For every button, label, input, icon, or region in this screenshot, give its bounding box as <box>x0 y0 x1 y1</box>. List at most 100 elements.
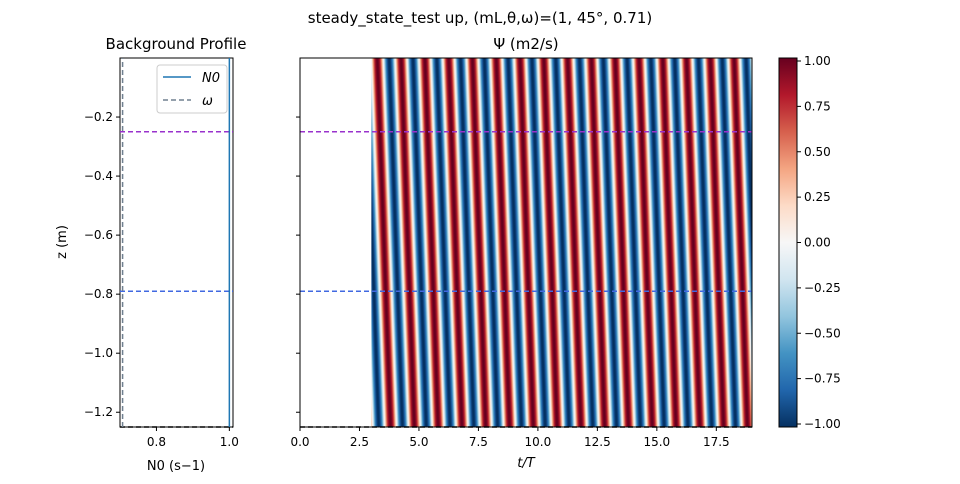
heatmap-band <box>746 58 752 205</box>
heatmap-band <box>758 58 772 427</box>
heatmap-yticks <box>296 116 300 413</box>
profile-ytick-label-3: −0.8 <box>84 287 113 301</box>
heatmap-pre-signal <box>300 58 372 427</box>
heatmap-band <box>765 58 779 427</box>
heatmap-band <box>754 58 768 427</box>
profile-xlabel: N0 (s−1) <box>147 459 205 474</box>
legend-label-n0: N0 <box>202 71 220 86</box>
profile-xtick-label-1: 1.0 <box>220 435 239 449</box>
heatmap-band <box>741 58 752 342</box>
heatmap-band <box>754 58 768 427</box>
heatmap-band <box>757 58 771 427</box>
heatmap-band <box>766 58 780 427</box>
heatmap-band <box>745 58 752 242</box>
figure-suptitle: steady_state_test up, (mL,θ,ω)=(1, 45°, … <box>308 9 652 28</box>
profile-ytick-label-5: −1.2 <box>84 405 113 419</box>
heatmap-band <box>755 58 769 427</box>
heatmap-band <box>753 58 767 427</box>
heatmap-band <box>748 58 752 168</box>
heatmap-xtick-label-2: 5.0 <box>409 435 428 449</box>
heatmap-band <box>763 58 777 427</box>
heatmap-band <box>745 58 752 232</box>
heatmap-band <box>753 58 767 427</box>
heatmap-band <box>760 58 774 427</box>
colorbar-ticks: 1.00 0.75 0.50 0.25 0.00 −0.25 −0.50 −0.75 −1.00 <box>797 54 841 431</box>
heatmap-xtick-label-5: 12.5 <box>584 435 611 449</box>
heatmap-band <box>751 58 752 77</box>
heatmap-xtick-label-7: 17.5 <box>703 435 730 449</box>
heatmap-band <box>762 58 776 427</box>
heatmap-band <box>762 58 776 427</box>
colorbar-tick-label-2: 0.50 <box>804 145 831 159</box>
heatmap-band <box>755 58 769 427</box>
heatmap-axes-frame <box>299 57 753 428</box>
heatmap-band <box>744 58 752 269</box>
heatmap-band <box>743 58 752 306</box>
heatmap-band <box>744 58 752 278</box>
heatmap-band <box>757 58 771 427</box>
heatmap-band <box>759 58 773 427</box>
heatmap-band <box>738 58 752 424</box>
heatmap-band <box>747 58 752 187</box>
heatmap-band <box>753 58 767 427</box>
heatmap-band <box>754 58 768 427</box>
heatmap-band <box>763 58 777 427</box>
profile-ytick-label-0: −0.2 <box>84 110 113 124</box>
heatmap-band <box>761 58 775 427</box>
heatmap-band <box>740 58 752 379</box>
heatmap-band <box>764 58 778 427</box>
colorbar-tick-label-4: 0.00 <box>804 236 831 250</box>
heatmap-band <box>766 58 780 427</box>
heatmap-band <box>759 58 773 427</box>
colorbar-gradient <box>778 57 798 428</box>
heatmap-band <box>757 58 771 427</box>
profile-axes-frame <box>119 57 234 428</box>
profile-ytick-label-1: −0.4 <box>84 169 113 183</box>
profile-ytick-label-4: −1.0 <box>84 346 113 360</box>
heatmap-band <box>745 58 752 251</box>
heatmap-band <box>765 58 779 427</box>
profile-marks <box>120 58 233 428</box>
profile-panel: Background Profile 0.8 1.0 −0.2−0.4−0.6−0… <box>55 35 246 474</box>
heatmap-band <box>756 58 770 427</box>
heatmap-band <box>760 58 774 427</box>
heatmap-stripes <box>300 58 780 427</box>
heatmap-band <box>739 58 752 397</box>
colorbar-tick-label-7: −0.75 <box>804 372 841 386</box>
heatmap-band <box>751 58 752 86</box>
heatmap-band <box>761 58 775 427</box>
heatmap-band <box>766 58 780 427</box>
profile-ylabel: z (m) <box>55 225 70 259</box>
heatmap-band <box>756 58 770 427</box>
colorbar-tick-label-6: −0.50 <box>804 326 841 340</box>
heatmap-xtick-label-1: 2.5 <box>350 435 369 449</box>
heatmap-band <box>764 58 778 427</box>
heatmap-band <box>749 58 752 122</box>
heatmap-band <box>739 58 752 415</box>
heatmap-band <box>747 58 752 178</box>
profile-legend: N0 ω <box>156 64 228 114</box>
heatmap-band <box>765 58 779 427</box>
heatmap-title: Ψ (m2/s) <box>493 35 558 53</box>
heatmap-band <box>764 58 778 427</box>
colorbar-tick-label-5: −0.25 <box>804 281 841 295</box>
heatmap-panel: Ψ (m2/s) 0.0 2.5 5.0 7.5 10.0 12.5 15.0 17.5 t/… <box>290 35 780 471</box>
heatmap-band <box>742 58 752 315</box>
heatmap-band <box>743 58 752 296</box>
profile-xticks: 0.8 1.0 <box>147 427 239 449</box>
heatmap-band <box>756 58 770 427</box>
colorbar-tick-label-3: 0.25 <box>804 190 831 204</box>
heatmap-band <box>743 58 752 287</box>
colorbar-tick-label-8: −1.00 <box>804 417 841 431</box>
heatmap-band <box>759 58 773 427</box>
profile-ytick-label-2: −0.6 <box>84 228 113 242</box>
heatmap-band <box>763 58 777 427</box>
heatmap-band <box>746 58 752 214</box>
heatmap-band <box>762 58 776 427</box>
heatmap-xticks: 0.0 2.5 5.0 7.5 10.0 12.5 15.0 17.5 <box>290 427 730 449</box>
heatmap-band <box>749 58 752 132</box>
heatmap-xtick-label-4: 10.0 <box>525 435 552 449</box>
heatmap-band <box>741 58 752 360</box>
heatmap-band <box>761 58 775 427</box>
